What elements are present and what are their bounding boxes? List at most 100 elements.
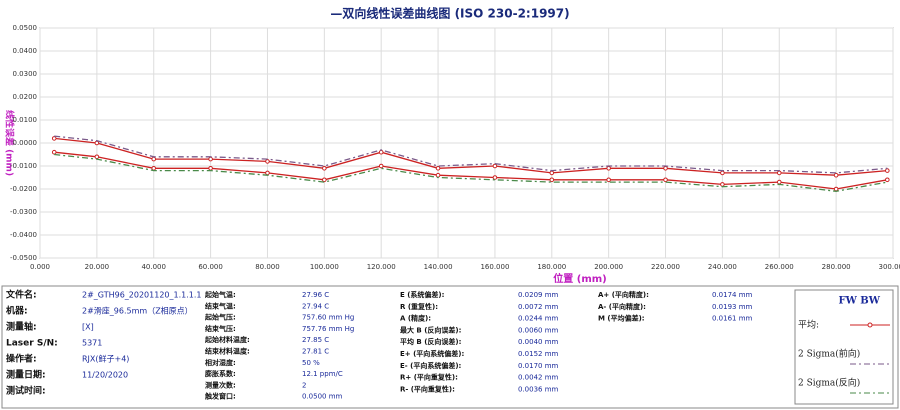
x-tick-label: 280.000	[822, 263, 851, 271]
legend-label: 平均:	[798, 319, 819, 331]
point	[51, 149, 57, 155]
info-label: 测量轴:	[6, 321, 37, 333]
point	[322, 177, 327, 183]
point	[663, 166, 668, 171]
point	[833, 172, 839, 178]
point	[208, 166, 213, 171]
x-tick-label: 200.000	[594, 263, 623, 271]
info-label: 结束材料温度:	[204, 347, 250, 356]
info-value: RJX(鲜子+4)	[82, 354, 129, 364]
point	[549, 170, 555, 176]
point	[885, 177, 890, 183]
point	[265, 170, 270, 176]
y-tick-label: 0.0300	[13, 70, 38, 78]
point	[435, 172, 441, 178]
point	[51, 136, 57, 141]
y-tick-label: 0.0400	[13, 47, 38, 55]
y-tick-label: 0.0100	[13, 116, 38, 124]
info-value: 0.0152 mm	[518, 350, 559, 358]
series-line	[54, 137, 888, 176]
info-value: 0.0244 mm	[518, 315, 559, 323]
x-tick-label: 80.000	[255, 263, 280, 271]
point	[720, 182, 725, 187]
x-tick-label: 160.000	[480, 263, 509, 271]
info-value: 0.0042 mm	[518, 374, 559, 382]
info-label: 测试时间:	[6, 385, 46, 397]
info-label: E (系统偏差):	[400, 290, 445, 299]
point	[378, 163, 384, 169]
point	[322, 166, 327, 171]
y-tick-label: -0.0400	[10, 231, 37, 239]
info-label: E+ (平向系统偏差):	[400, 349, 464, 358]
chart-title: —双向线性误差曲线图 (ISO 230-2:1997)	[330, 6, 569, 21]
x-tick-label: 60.000	[198, 263, 223, 271]
point	[492, 175, 498, 180]
legend-box	[794, 289, 894, 405]
point	[549, 177, 555, 183]
point	[606, 166, 611, 171]
point	[265, 159, 270, 164]
x-tick-label: 300.000	[879, 263, 900, 271]
info-value: 0.0193 mm	[712, 303, 753, 311]
legend-label: 2 Sigma(反向)	[798, 377, 860, 389]
info-label: 平均 B (反向误差):	[400, 337, 462, 346]
info-label: Laser S/N:	[6, 339, 58, 349]
x-tick-label: 0.000	[30, 263, 50, 271]
point	[94, 154, 100, 160]
info-value: 0.0036 mm	[518, 385, 559, 393]
x-tick-label: 20.000	[85, 263, 110, 271]
x-tick-label: 100.000	[310, 263, 339, 271]
series-line	[54, 135, 888, 174]
info-label: 操作者:	[6, 353, 37, 365]
point	[208, 156, 213, 162]
info-label: 测量日期:	[6, 369, 46, 381]
info-value: 2	[302, 381, 306, 389]
y-tick-label: 0.0500	[13, 24, 38, 32]
point	[776, 179, 782, 185]
info-value: 50 %	[302, 359, 320, 367]
point	[151, 166, 157, 171]
info-label: 结束气温:	[204, 301, 236, 310]
point	[663, 177, 668, 183]
x-tick-label: 240.000	[708, 263, 737, 271]
y-tick-label: -0.0300	[10, 208, 37, 216]
info-label: 结束气压:	[204, 324, 236, 333]
info-label: 膨胀系数:	[204, 369, 236, 378]
legend-label: 2 Sigma(前向)	[798, 348, 860, 360]
info-label: 最大 B (反向误差):	[400, 325, 462, 334]
info-value: 27.81 C	[302, 348, 329, 356]
info-label: R+ (平向重复性):	[400, 373, 458, 382]
info-value: [X]	[82, 323, 94, 332]
info-value: 0.0209 mm	[518, 291, 559, 299]
legend-marker	[867, 322, 873, 328]
point	[720, 170, 725, 176]
info-value: 0.0170 mm	[518, 362, 559, 370]
info-label: 测量次数:	[205, 380, 236, 389]
info-value: 757.76 mm Hg	[302, 325, 354, 333]
info-label: R- (平向重复性):	[400, 384, 455, 393]
legend-header: FW BW	[839, 296, 881, 307]
info-value: 0.0161 mm	[712, 315, 753, 323]
info-value: 27.96 C	[302, 291, 329, 299]
info-value: 27.94 C	[302, 302, 329, 310]
info-value: 0.0500 mm	[302, 393, 343, 401]
point	[885, 168, 890, 173]
point	[776, 170, 782, 176]
info-label: R (重复性):	[400, 302, 438, 311]
point	[151, 156, 157, 162]
info-label: A+ (平向精度):	[598, 290, 649, 299]
x-tick-label: 120.000	[367, 263, 396, 271]
x-tick-label: 220.000	[651, 263, 680, 271]
info-value: 11/20/2020	[82, 371, 128, 380]
y-axis-label: 线性误差 (mm)	[4, 110, 16, 176]
info-value: 0.0040 mm	[518, 338, 559, 346]
info-label: 触发窗口:	[204, 392, 236, 401]
info-label: M (平均偏差):	[598, 314, 645, 323]
info-label: A (精度):	[400, 314, 431, 323]
point	[606, 177, 611, 183]
point	[94, 140, 100, 146]
series-line	[54, 153, 888, 192]
point	[435, 166, 441, 171]
y-tick-label: -0.0100	[10, 162, 37, 170]
